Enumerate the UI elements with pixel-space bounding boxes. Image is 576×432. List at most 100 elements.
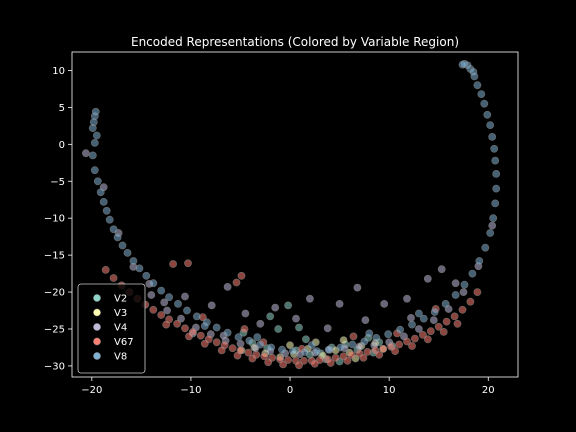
plot-frame (71, 51, 519, 378)
point-v8-57 (492, 169, 501, 178)
point-v4-22 (414, 325, 423, 333)
y-tick-label: −5 (50, 177, 65, 188)
point-v4-39 (423, 274, 432, 283)
x-tick-label: −20 (81, 385, 102, 396)
point-v67-41 (426, 327, 435, 336)
x-tick-label: 10 (383, 385, 396, 396)
point-v8-49 (460, 280, 469, 289)
point-v67-9 (173, 319, 181, 328)
point-v8-44 (408, 320, 416, 329)
point-v8-39 (348, 340, 357, 349)
point-v67-6 (149, 305, 158, 314)
point-v4-37 (380, 299, 389, 308)
point-v4-6 (177, 314, 185, 323)
point-v8-73 (253, 333, 262, 341)
y-tick-label: 0 (59, 140, 65, 151)
point-v4-29 (207, 301, 216, 310)
point-v67-46 (466, 297, 475, 306)
point-v67-16 (228, 344, 237, 353)
point-v67-42 (434, 322, 443, 331)
legend-marker-v67 (93, 337, 101, 346)
point-v67-40 (418, 330, 427, 339)
point-v67-64 (423, 335, 432, 344)
point-v67-25 (299, 356, 308, 365)
point-v67-56 (295, 361, 303, 370)
point-v67-45 (458, 305, 467, 314)
point-v8-30 (245, 336, 254, 345)
point-v4-30 (160, 298, 169, 307)
point-v8-3 (91, 107, 100, 116)
point-v8-19 (142, 271, 151, 280)
x-tick-label: 20 (482, 385, 495, 396)
legend-label-v2: V2 (114, 294, 127, 305)
point-v8-60 (488, 132, 497, 141)
y-tick-label: 5 (59, 103, 65, 114)
point-v67-1 (109, 274, 118, 282)
point-v67-23 (284, 356, 292, 364)
point-v8-29 (234, 333, 243, 341)
point-v8-18 (135, 264, 144, 273)
point-v67-66 (453, 319, 462, 328)
point-v8-51 (475, 257, 484, 265)
point-v8-59 (490, 144, 499, 153)
point-v67-20 (260, 352, 269, 361)
point-v4-36 (353, 283, 362, 292)
point-v67-61 (375, 350, 384, 359)
point-v8-72 (200, 322, 209, 330)
point-v67-7 (157, 311, 166, 319)
point-v67-57 (310, 359, 319, 368)
point-v4-44 (256, 319, 265, 328)
point-v8-9 (96, 188, 105, 197)
point-v4-48 (407, 313, 415, 322)
point-v3-11 (339, 336, 348, 344)
x-tick-label: 0 (287, 385, 293, 396)
point-v4-33 (271, 303, 280, 312)
point-v4-4 (147, 291, 156, 299)
chart-title: Encoded Representations (Colored by Vari… (131, 35, 459, 49)
point-v8-53 (486, 229, 495, 237)
point-v8-52 (481, 243, 490, 252)
point-v4-40 (437, 265, 446, 274)
point-v8-34 (289, 347, 297, 355)
point-v67-70 (232, 278, 241, 287)
point-v4-0 (82, 149, 90, 158)
point-v8-46 (430, 308, 439, 316)
point-v8-45 (419, 314, 428, 323)
point-v67-62 (391, 347, 399, 355)
y-tick-label: −10 (44, 214, 65, 225)
point-v8-64 (477, 90, 486, 98)
point-v2-16 (295, 323, 303, 332)
point-v8-58 (491, 156, 500, 165)
legend-marker-v8 (93, 352, 101, 360)
point-v67-54 (264, 358, 273, 367)
legend-marker-v3 (93, 308, 101, 317)
point-v67-63 (408, 342, 416, 350)
point-v8-65 (473, 81, 482, 90)
point-v67-53 (248, 354, 257, 363)
point-v67-69 (237, 271, 246, 280)
point-v8-31 (256, 340, 265, 349)
y-tick-label: −20 (44, 288, 65, 299)
point-v8-13 (109, 225, 118, 234)
point-v8-37 (324, 345, 333, 354)
point-v67-10 (181, 324, 189, 333)
point-v67-49 (185, 332, 193, 341)
x-tick-label: −10 (180, 385, 201, 396)
point-v67-39 (410, 334, 419, 343)
point-v4-27 (488, 221, 497, 230)
point-v4-35 (335, 299, 344, 308)
point-v8-74 (307, 341, 316, 350)
point-v8-48 (451, 291, 460, 299)
axis-ticks: −20 −10 0 10 20 10 5 0 −5 −10 −15 −20 −25 −30 (44, 66, 495, 396)
point-v67-0 (101, 265, 110, 274)
legend-label-v3: V3 (114, 308, 127, 319)
point-v67-47 (473, 288, 482, 296)
point-v8-42 (384, 330, 393, 339)
point-v67-51 (217, 346, 226, 355)
point-v67-60 (359, 353, 368, 362)
point-v8-61 (486, 121, 495, 129)
point-v8-70 (458, 60, 467, 69)
legend-label-v8: V8 (114, 352, 127, 363)
point-v8-71 (469, 68, 478, 76)
point-v8-16 (123, 248, 132, 257)
